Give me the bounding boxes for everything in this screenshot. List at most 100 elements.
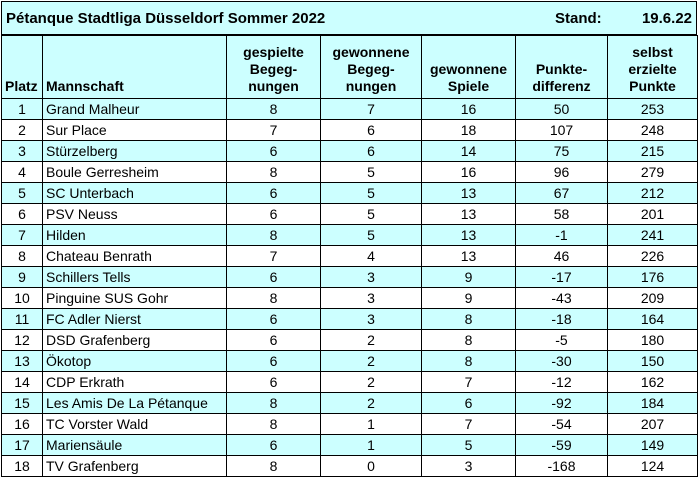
cell-platz: 15 — [1, 392, 43, 414]
table-row: 9 Schillers Tells 6 3 9 -17 176 — [1, 266, 698, 288]
cell-mannschaft: TV Grafenberg — [42, 455, 227, 477]
header-selbst-erzielte-punkte: selbst erzielte Punkte — [607, 35, 698, 99]
cell-punktedifferenz: -168 — [515, 455, 608, 477]
cell-gewonnene-begegnungen: 1 — [320, 413, 422, 435]
table-row: 18 TV Grafenberg 8 0 3 -168 124 — [1, 455, 698, 477]
cell-gespielte-begegnungen: 8 — [226, 224, 321, 246]
header-line: erzielte — [628, 61, 677, 77]
cell-selbst-erzielte-punkte: 124 — [607, 455, 698, 477]
cell-gespielte-begegnungen: 6 — [226, 182, 321, 204]
cell-platz: 13 — [1, 350, 43, 372]
header-mannschaft: Mannschaft — [42, 35, 227, 99]
cell-selbst-erzielte-punkte: 226 — [607, 245, 698, 267]
cell-mannschaft: CDP Erkrath — [42, 371, 227, 393]
table-row: 6 PSV Neuss 6 5 13 58 201 — [1, 203, 698, 225]
cell-gewonnene-spiele: 13 — [421, 224, 516, 246]
cell-gewonnene-begegnungen: 7 — [320, 98, 422, 120]
cell-mannschaft: Schillers Tells — [42, 266, 227, 288]
header-line: Mannschaft — [46, 78, 124, 94]
cell-mannschaft: FC Adler Nierst — [42, 308, 227, 330]
cell-selbst-erzielte-punkte: 150 — [607, 350, 698, 372]
cell-gewonnene-spiele: 6 — [421, 392, 516, 414]
header-line: nungen — [345, 78, 397, 94]
cell-mannschaft: Boule Gerresheim — [42, 161, 227, 183]
cell-gewonnene-begegnungen: 3 — [320, 287, 422, 309]
cell-gewonnene-begegnungen: 2 — [320, 371, 422, 393]
cell-gespielte-begegnungen: 7 — [226, 245, 321, 267]
cell-gewonnene-begegnungen: 2 — [320, 329, 422, 351]
cell-punktedifferenz: -30 — [515, 350, 608, 372]
cell-platz: 10 — [1, 287, 43, 309]
header-line: gewonnene — [332, 44, 410, 60]
header-line: gewonnene — [429, 61, 507, 77]
cell-platz: 4 — [1, 161, 43, 183]
cell-mannschaft: SC Unterbach — [42, 182, 227, 204]
cell-platz: 8 — [1, 245, 43, 267]
header-line: Platz — [5, 78, 38, 94]
cell-gewonnene-spiele: 8 — [421, 308, 516, 330]
header-gewonnene-spiele: gewonnene Spiele — [421, 35, 516, 99]
cell-mannschaft: Les Amis De La Pétanque — [42, 392, 227, 414]
cell-punktedifferenz: 67 — [515, 182, 608, 204]
cell-punktedifferenz: -54 — [515, 413, 608, 435]
cell-punktedifferenz: -12 — [515, 371, 608, 393]
cell-selbst-erzielte-punkte: 253 — [607, 98, 698, 120]
cell-selbst-erzielte-punkte: 279 — [607, 161, 698, 183]
cell-selbst-erzielte-punkte: 207 — [607, 413, 698, 435]
cell-punktedifferenz: -18 — [515, 308, 608, 330]
cell-gespielte-begegnungen: 6 — [226, 140, 321, 162]
league-title: Pétanque Stadtliga Düsseldorf Sommer 202… — [6, 10, 326, 27]
cell-platz: 3 — [1, 140, 43, 162]
table-row: 14 CDP Erkrath 6 2 7 -12 162 — [1, 371, 698, 393]
cell-gewonnene-spiele: 16 — [421, 161, 516, 183]
cell-gewonnene-spiele: 8 — [421, 350, 516, 372]
header-line: selbst — [632, 44, 673, 60]
header-line: Punkte — [629, 78, 676, 94]
cell-platz: 12 — [1, 329, 43, 351]
table-row: 15 Les Amis De La Pétanque 8 2 6 -92 184 — [1, 392, 698, 414]
cell-selbst-erzielte-punkte: 248 — [607, 119, 698, 141]
cell-platz: 1 — [1, 98, 43, 120]
cell-gewonnene-begegnungen: 5 — [320, 224, 422, 246]
cell-platz: 7 — [1, 224, 43, 246]
cell-punktedifferenz: 75 — [515, 140, 608, 162]
header-line: differenz — [532, 78, 591, 94]
cell-mannschaft: PSV Neuss — [42, 203, 227, 225]
cell-selbst-erzielte-punkte: 180 — [607, 329, 698, 351]
cell-punktedifferenz: 46 — [515, 245, 608, 267]
cell-gespielte-begegnungen: 8 — [226, 161, 321, 183]
table-row: 12 DSD Grafenberg 6 2 8 -5 180 — [1, 329, 698, 351]
cell-gewonnene-begegnungen: 2 — [320, 350, 422, 372]
cell-gespielte-begegnungen: 8 — [226, 98, 321, 120]
cell-platz: 18 — [1, 455, 43, 477]
cell-platz: 17 — [1, 434, 43, 456]
header-punktedifferenz: Punkte-differenz — [515, 35, 608, 99]
cell-gespielte-begegnungen: 8 — [226, 455, 321, 477]
cell-gewonnene-spiele: 5 — [421, 434, 516, 456]
cell-mannschaft: Stürzelberg — [42, 140, 227, 162]
cell-punktedifferenz: -43 — [515, 287, 608, 309]
table-row: 17 Mariensäule 6 1 5 -59 149 — [1, 434, 698, 456]
cell-mannschaft: TC Vorster Wald — [42, 413, 227, 435]
header-row: Platz Mannschaft gespielte Begeg-nungen gewo… — [1, 35, 698, 99]
cell-punktedifferenz: -17 — [515, 266, 608, 288]
cell-gespielte-begegnungen: 6 — [226, 350, 321, 372]
cell-platz: 16 — [1, 413, 43, 435]
cell-punktedifferenz: 50 — [515, 98, 608, 120]
cell-gespielte-begegnungen: 6 — [226, 203, 321, 225]
cell-selbst-erzielte-punkte: 162 — [607, 371, 698, 393]
cell-gespielte-begegnungen: 6 — [226, 266, 321, 288]
cell-gewonnene-spiele: 9 — [421, 266, 516, 288]
cell-punktedifferenz: 58 — [515, 203, 608, 225]
cell-mannschaft: DSD Grafenberg — [42, 329, 227, 351]
table-row: 10 Pinguine SUS Gohr 8 3 9 -43 209 — [1, 287, 698, 309]
cell-gewonnene-begegnungen: 5 — [320, 203, 422, 225]
cell-mannschaft: Pinguine SUS Gohr — [42, 287, 227, 309]
cell-punktedifferenz: -5 — [515, 329, 608, 351]
cell-gespielte-begegnungen: 6 — [226, 371, 321, 393]
cell-selbst-erzielte-punkte: 215 — [607, 140, 698, 162]
cell-selbst-erzielte-punkte: 212 — [607, 182, 698, 204]
cell-selbst-erzielte-punkte: 164 — [607, 308, 698, 330]
cell-gewonnene-spiele: 3 — [421, 455, 516, 477]
table-row: 2 Sur Place 7 6 18 107 248 — [1, 119, 698, 141]
